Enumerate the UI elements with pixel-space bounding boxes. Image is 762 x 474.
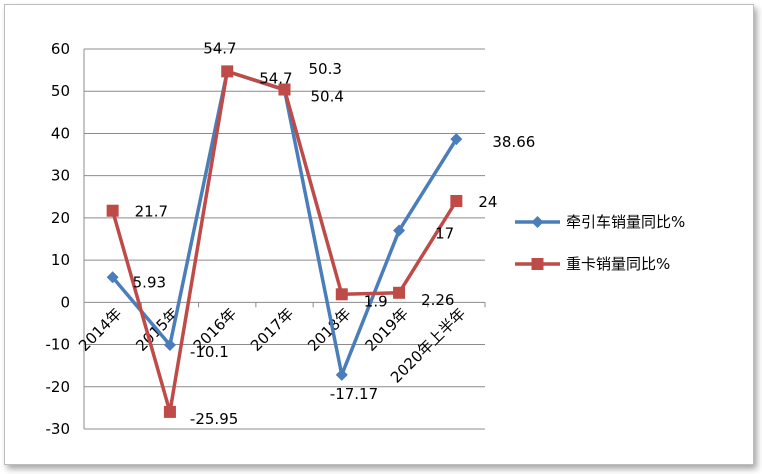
- series-1-marker: [393, 224, 406, 237]
- series-layer: [106, 65, 463, 418]
- data-label: -17.17: [330, 385, 378, 403]
- series-2-marker: [106, 204, 119, 217]
- y-tick-label: 10: [51, 251, 70, 269]
- legend-label-2: 重卡销量同比%: [566, 255, 670, 273]
- x-tick-label: 2019年: [362, 304, 412, 354]
- series-2-marker: [278, 83, 291, 96]
- data-label: 50.4: [311, 88, 344, 106]
- series-1-marker: [163, 338, 176, 351]
- data-label: 50.3: [309, 60, 342, 78]
- data-label: 24: [478, 193, 497, 211]
- series-2-marker: [450, 195, 463, 207]
- data-label: -25.95: [190, 410, 238, 428]
- data-label: 17: [435, 225, 454, 243]
- data-label: 54.7: [259, 69, 292, 87]
- data-label: 1.9: [364, 292, 388, 310]
- data-label: 38.66: [492, 133, 535, 151]
- y-tick-label: 20: [51, 209, 70, 227]
- y-tick-label: 60: [51, 40, 70, 58]
- legend: 牵引车销量同比% 重卡销量同比%: [515, 213, 685, 273]
- y-tick-label: 40: [51, 124, 70, 142]
- y-tick-label: 30: [51, 167, 70, 185]
- x-tick-label: 2017年: [247, 304, 297, 354]
- data-label: -10.1: [190, 343, 229, 361]
- series-1-marker: [450, 133, 463, 146]
- y-tick-label: -10: [46, 336, 71, 354]
- y-tick-label: -20: [46, 378, 71, 396]
- y-tick-label: 50: [51, 82, 70, 100]
- series-2-marker: [335, 288, 348, 301]
- series-2-marker: [393, 286, 406, 299]
- legend-marker-1: [531, 216, 544, 228]
- line-chart: 60 50 40 30 20 10 0 -10 -20 -30 2014年 2015年 2016年 20…: [46, 39, 686, 438]
- series-2-marker: [221, 65, 234, 78]
- data-label: 54.7: [203, 39, 236, 57]
- y-axis-ticks: 60 50 40 30 20 10 0 -10 -20 -30: [46, 40, 71, 438]
- series-1-marker: [335, 368, 348, 381]
- data-label: 21.7: [135, 203, 168, 221]
- y-tick-label: 0: [60, 293, 70, 311]
- legend-marker-2: [531, 258, 544, 270]
- series-2-marker: [163, 405, 176, 418]
- legend-label-1: 牵引车销量同比%: [566, 213, 685, 231]
- series-1-marker: [106, 271, 119, 284]
- x-tick-label: 2014年: [75, 304, 125, 354]
- gridlines: [83, 48, 486, 430]
- data-label: 5.93: [133, 273, 166, 291]
- y-tick-label: -30: [46, 420, 71, 438]
- data-labels: 5.93 -10.1 54.7 50.3 -17.17 17 38.66 21.7 -25.95…: [133, 39, 536, 428]
- data-label: 2.26: [421, 291, 454, 309]
- chart-frame: 60 50 40 30 20 10 0 -10 -20 -30 2014年 2015年 2016年 20…: [4, 4, 754, 465]
